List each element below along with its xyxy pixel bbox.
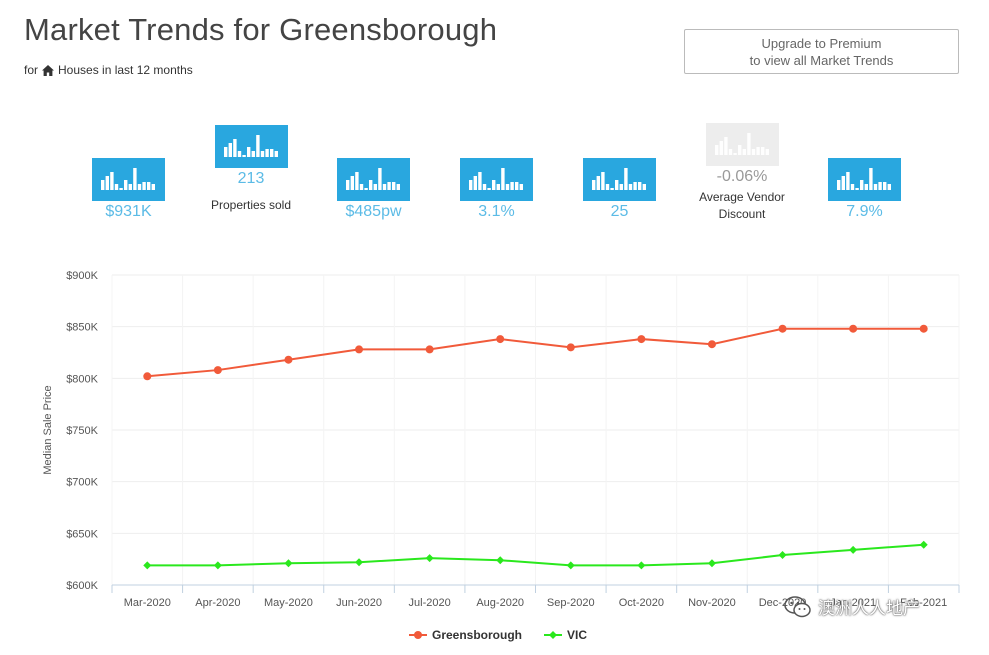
series-line [147,543,924,567]
subtitle-prefix: for [24,63,39,77]
legend-swatch-greensborough [409,631,427,639]
data-point[interactable] [849,545,858,554]
stat-median-price: $931K [92,158,165,221]
stat-label-line2: Discount [718,207,766,221]
stat-annual-growth: 7.9% [828,158,901,221]
data-point[interactable] [496,556,505,565]
x-tick-label: Sep-2020 [547,597,595,609]
data-point[interactable] [778,551,787,560]
page-subtitle: for Houses in last 12 months [24,63,193,77]
stat-days-on-market: 25 [583,158,656,221]
bar-chart-icon [460,158,533,201]
legend-item-vic[interactable]: VIC [544,628,587,642]
x-tick-label: Aug-2020 [476,597,524,609]
data-point[interactable] [849,324,858,333]
wechat-icon [784,595,811,617]
series-greensborough [143,324,928,381]
data-point[interactable] [355,558,364,567]
data-point[interactable] [425,554,434,563]
y-tick-label: $600K [66,580,98,592]
x-tick-label: Jan-2021 [830,597,876,609]
data-point[interactable] [778,324,787,333]
chart-legend: Greensborough VIC [409,628,587,642]
upgrade-premium-button[interactable]: Upgrade to Premium to view all Market Tr… [684,29,959,74]
data-point[interactable] [566,561,575,570]
y-tick-label: $700K [66,477,98,489]
data-point[interactable] [637,561,646,570]
x-tick-label: Oct-2020 [619,597,664,609]
stat-value: -0.06% [716,168,768,185]
x-tick-label: Mar-2020 [124,597,171,609]
page-title: Market Trends for Greensborough [24,12,498,47]
data-point[interactable] [213,366,222,375]
stat-value: $931K [105,203,152,220]
bar-chart-icon [828,158,901,201]
x-tick-label: Apr-2020 [195,597,240,609]
legend-swatch-vic [544,631,563,639]
stat-value: $485pw [345,203,402,220]
watermark-text: 澳洲人人地产 [818,599,920,619]
x-tick-label: May-2020 [264,597,313,609]
bar-chart-icon [337,158,410,201]
subtitle-text: Houses in last 12 months [58,63,193,77]
stat-value: 25 [610,203,629,220]
watermark: 澳洲人人地产 [784,594,920,619]
data-point[interactable] [637,335,646,344]
upgrade-premium-line1: Upgrade to Premium [761,35,882,51]
data-point[interactable] [566,343,575,352]
y-axis-title: Median Sale Price [42,385,54,474]
legend-label: Greensborough [432,628,523,642]
x-tick-label: Jul-2020 [409,597,451,609]
bar-chart-icon [92,158,165,201]
x-tick-label: Nov-2020 [688,597,736,609]
stat-rental-yield: 3.1% [460,158,533,221]
data-point[interactable] [496,335,505,344]
grid-lines [111,274,960,586]
stat-label: Properties sold [210,198,292,212]
data-point[interactable] [143,561,152,570]
stat-label-line1: Average Vendor [699,190,785,204]
median-price-line-chart: $600K $650K $700K $750K $800K $850K $900K Mar-2… [42,270,960,609]
data-point[interactable] [707,340,716,349]
y-tick-label: $900K [66,270,98,282]
x-tick-label: Jun-2020 [336,597,382,609]
x-tick-label: Feb-2021 [900,597,947,609]
y-tick-label: $750K [66,425,98,437]
series-vic [143,540,928,570]
stat-value: 7.9% [846,203,883,220]
y-tick-label: $850K [66,322,98,334]
data-point[interactable] [425,345,434,354]
data-point[interactable] [355,345,364,354]
data-point[interactable] [919,540,928,549]
data-point[interactable] [143,372,152,381]
y-tick-label: $650K [66,528,98,540]
stat-properties-sold: 213 Properties sold [200,125,302,214]
upgrade-premium-line2: to view all Market Trends [749,52,894,68]
data-point[interactable] [919,324,928,333]
stat-median-rent: $485pw [337,158,410,221]
data-point[interactable] [213,561,222,570]
legend-item-greensborough[interactable]: Greensborough [409,628,522,642]
data-point[interactable] [284,355,293,364]
bar-chart-icon [705,123,779,166]
bar-chart-icon [214,125,288,168]
home-icon [42,64,55,76]
stat-value: 213 [237,170,265,187]
stat-vendor-discount: -0.06% Average Vendor Discount [690,123,794,223]
stat-value: 3.1% [478,203,515,220]
legend-label: VIC [567,628,588,642]
data-point[interactable] [284,559,293,568]
data-point[interactable] [707,559,716,568]
series-line [147,327,924,378]
y-tick-label: $800K [66,373,98,385]
bar-chart-icon [583,158,656,201]
